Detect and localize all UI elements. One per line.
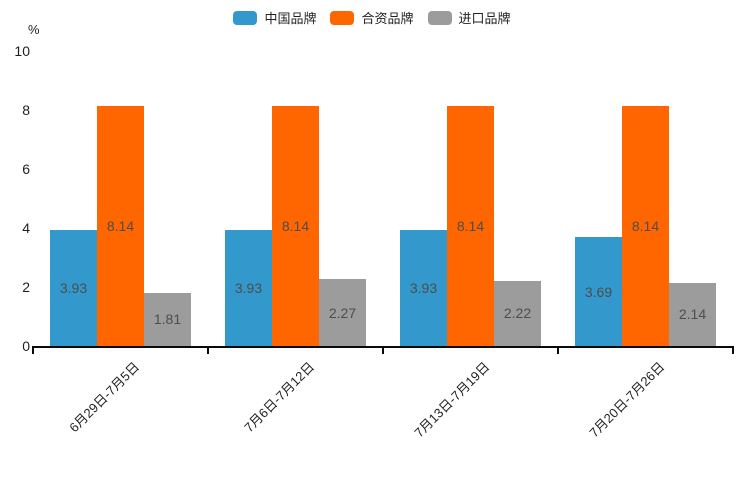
legend-label: 合资品牌 — [361, 11, 414, 26]
legend-swatch-icon — [427, 10, 452, 25]
legend-swatch-icon — [330, 10, 355, 25]
bar-series-0-group-3: 3.69 — [575, 237, 622, 346]
x-axis-label: 7月20日-7月26日 — [586, 359, 668, 441]
bar-value-label: 2.27 — [328, 304, 357, 321]
bar-value-label: 3.93 — [409, 280, 438, 297]
x-axis-tick-mark — [732, 348, 734, 354]
bar-series-0-group-0: 3.93 — [50, 230, 97, 346]
bar-series-2-group-1: 2.27 — [319, 279, 366, 346]
bar-series-2-group-0: 1.81 — [144, 292, 191, 346]
bar-value-label: 3.69 — [584, 283, 613, 300]
bar-value-label: 2.22 — [503, 305, 532, 322]
bar-series-1-group-1: 8.14 — [272, 105, 319, 346]
y-axis-unit-label: % — [28, 22, 40, 37]
bar-series-2-group-2: 2.22 — [494, 280, 541, 346]
x-axis-line — [32, 346, 734, 348]
x-axis-tick-mark — [207, 348, 209, 354]
x-axis-label: 7月13日-7月19日 — [411, 359, 493, 441]
legend-label: 进口品牌 — [458, 11, 511, 26]
y-axis-tick-label: 0 — [22, 338, 30, 354]
x-axis-label: 6月29日-7月5日 — [66, 359, 143, 436]
x-axis-tick-mark — [557, 348, 559, 354]
bar-series-1-group-3: 8.14 — [622, 105, 669, 346]
legend-label: 中国品牌 — [264, 11, 317, 26]
legend-item-series-2[interactable]: 进口品牌 — [427, 8, 511, 27]
y-axis-tick-label: 2 — [22, 279, 30, 295]
bar-value-label: 8.14 — [631, 217, 660, 234]
bar-value-label: 1.81 — [153, 311, 182, 328]
legend-item-series-1[interactable]: 合资品牌 — [330, 8, 414, 27]
bar-value-label: 8.14 — [456, 217, 485, 234]
bar-value-label: 3.93 — [59, 280, 88, 297]
x-axis-label: 7月6日-7月12日 — [241, 359, 318, 436]
y-axis-tick-label: 10 — [14, 43, 30, 59]
legend-swatch-icon — [233, 10, 258, 25]
bar-value-label: 8.14 — [281, 217, 310, 234]
bar-series-0-group-2: 3.93 — [400, 230, 447, 346]
bar-series-2-group-3: 2.14 — [669, 282, 716, 346]
bar-value-label: 2.14 — [678, 306, 707, 323]
bar-value-label: 3.93 — [234, 280, 263, 297]
y-axis-tick-label: 8 — [22, 102, 30, 118]
bar-series-1-group-0: 8.14 — [97, 105, 144, 346]
bar-series-1-group-2: 8.14 — [447, 105, 494, 346]
x-axis-tick-mark — [382, 348, 384, 354]
y-axis-tick-label: 6 — [22, 161, 30, 177]
bar-value-label: 8.14 — [106, 217, 135, 234]
legend-item-series-0[interactable]: 中国品牌 — [233, 8, 316, 27]
y-axis-tick-label: 4 — [22, 220, 30, 236]
x-axis-tick-mark — [32, 348, 34, 354]
bar-series-0-group-1: 3.93 — [225, 230, 272, 346]
chart-legend: 中国品牌 合资品牌 进口品牌 — [0, 8, 744, 27]
